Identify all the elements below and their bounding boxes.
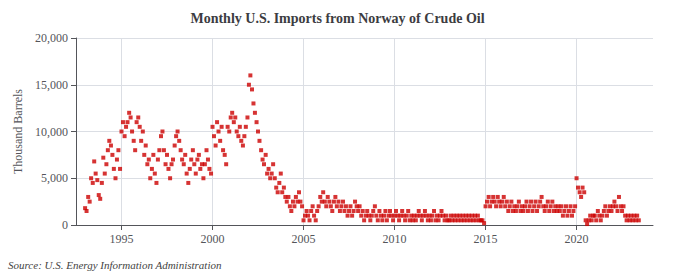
svg-text:2015: 2015 (474, 232, 498, 246)
svg-text:0: 0 (62, 218, 68, 232)
svg-text:20,000: 20,000 (35, 31, 68, 45)
svg-text:2010: 2010 (383, 232, 407, 246)
svg-text:5,000: 5,000 (41, 171, 68, 185)
svg-text:Source: U.S. Energy Informatio: Source: U.S. Energy Information Administ… (8, 259, 222, 271)
svg-text:2020: 2020 (565, 232, 589, 246)
svg-text:15,000: 15,000 (35, 78, 68, 92)
svg-text:10,000: 10,000 (35, 125, 68, 139)
svg-text:1995: 1995 (110, 232, 134, 246)
svg-text:Thousand Barrels: Thousand Barrels (11, 89, 25, 174)
svg-text:2000: 2000 (201, 232, 225, 246)
svg-text:2005: 2005 (292, 232, 316, 246)
svg-text:Monthly U.S. Imports from Norw: Monthly U.S. Imports from Norway of Crud… (190, 11, 484, 26)
